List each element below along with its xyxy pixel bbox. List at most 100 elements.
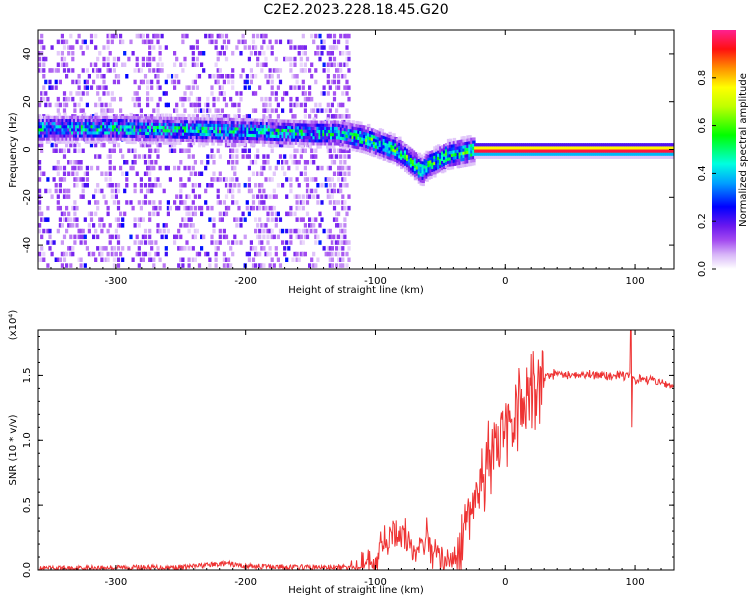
heatmap-ridge-cell [409, 151, 414, 155]
heatmap-noise-cell [258, 205, 262, 211]
heatmap-ridge-cell [94, 115, 98, 119]
heatmap-noise-cell [218, 85, 222, 90]
heatmap-noise-cell [239, 51, 243, 56]
heatmap-noise-cell [297, 205, 301, 211]
heatmap-noise-cell [305, 96, 310, 102]
heatmap-ridge-cell [443, 162, 447, 166]
heatmap-ridge-cell [487, 146, 492, 150]
heatmap-noise-cell [75, 160, 79, 165]
heatmap-ridge-cell [421, 164, 425, 168]
heatmap-noise-cell [89, 165, 94, 171]
heatmap-ridge-cell [275, 119, 279, 123]
heatmap-ridge-cell [363, 134, 367, 139]
heatmap-ridge-cell [149, 141, 153, 145]
heatmap-noise-cell [262, 154, 266, 159]
heatmap-noise-cell [58, 257, 62, 262]
heatmap-ridge-cell [355, 136, 359, 140]
heatmap-ridge-cell [380, 153, 385, 157]
heatmap-noise-cell [162, 188, 166, 194]
heatmap-ridge-cell [425, 163, 429, 167]
heatmap-ridge-cell [90, 125, 94, 129]
heatmap-noise-cell [125, 200, 129, 205]
heatmap-ridge-cell [470, 144, 474, 148]
heatmap-noise-cell [98, 217, 102, 222]
heatmap-noise-cell [332, 56, 337, 62]
heatmap-noise-cell [268, 177, 272, 182]
heatmap-noise-cell [108, 171, 112, 176]
heatmap-ridge-cell [57, 140, 61, 144]
heatmap-noise-cell [112, 56, 116, 62]
heatmap-noise-cell [179, 257, 183, 262]
heatmap-ridge-cell [221, 117, 225, 121]
heatmap-noise-cell [137, 217, 141, 222]
heatmap-ridge-cell [195, 139, 200, 143]
heatmap-noise-cell [343, 171, 347, 176]
heatmap-ridge-cell [302, 142, 307, 146]
heatmap-y-tick-label: -20 [22, 189, 33, 205]
heatmap-ridge-cell [559, 143, 564, 147]
heatmap-noise-cell [341, 263, 345, 268]
heatmap-ridge-cell [261, 118, 266, 122]
heatmap-noise-cell [77, 85, 81, 90]
heatmap-noise-cell [195, 251, 199, 257]
heatmap-noise-cell [210, 91, 214, 96]
heatmap-noise-cell [131, 148, 135, 153]
heatmap-noise-cell [116, 205, 121, 211]
heatmap-ridge-cell [579, 155, 583, 159]
heatmap-ridge-cell [43, 115, 48, 119]
heatmap-ridge-cell [351, 129, 355, 133]
heatmap-ridge-cell [466, 138, 470, 142]
heatmap-ridge-cell [655, 152, 659, 156]
heatmap-ridge-cell [306, 120, 311, 124]
heatmap-noise-cell [216, 33, 220, 39]
heatmap-ridge-cell [75, 140, 79, 144]
heatmap-noise-cell [256, 33, 260, 39]
heatmap-noise-cell [193, 160, 197, 165]
heatmap-ridge-cell [195, 117, 200, 121]
heatmap-ridge-cell [43, 128, 48, 132]
heatmap-noise-cell [200, 246, 204, 251]
heatmap-noise-cell [87, 211, 91, 217]
heatmap-ridge-cell [135, 122, 139, 126]
heatmap-ridge-cell [139, 131, 143, 135]
heatmap-ridge-cell [193, 138, 198, 143]
heatmap-noise-cell [89, 33, 94, 39]
heatmap-ridge-cell [396, 147, 400, 151]
heatmap-noise-cell [341, 177, 345, 182]
heatmap-noise-cell [343, 217, 347, 222]
heatmap-ridge-cell [112, 125, 116, 129]
heatmap-ridge-cell [67, 125, 71, 129]
heatmap-ridge-cell [429, 157, 433, 161]
heatmap-ridge-cell [573, 155, 577, 159]
heatmap-ridge-cell [413, 161, 418, 165]
heatmap-noise-cell [150, 160, 154, 165]
heatmap-noise-cell [62, 257, 67, 262]
heatmap-noise-cell [202, 68, 206, 73]
heatmap-noise-cell [305, 56, 310, 62]
heatmap-ridge-cell [289, 135, 293, 139]
heatmap-ridge-cell [462, 154, 466, 158]
heatmap-ridge-cell [265, 140, 270, 144]
heatmap-noise-cell [320, 200, 324, 205]
heatmap-noise-cell [343, 183, 347, 188]
heatmap-noise-cell [262, 62, 266, 67]
heatmap-ridge-cell [318, 126, 322, 130]
heatmap-ridge-cell [246, 139, 250, 144]
heatmap-ridge-cell [659, 152, 663, 156]
heatmap-ridge-cell [672, 155, 674, 159]
heatmap-noise-cell [116, 246, 121, 251]
heatmap-noise-cell [343, 74, 347, 79]
heatmap-ridge-cell [367, 130, 371, 134]
heatmap-ridge-cell [43, 131, 48, 135]
heatmap-ridge-cell [166, 138, 170, 142]
heatmap-ridge-cell [213, 117, 217, 121]
heatmap-ridge-cell [326, 129, 330, 134]
figure-title: C2E2.2023.228.18.45.G20 [263, 2, 448, 18]
heatmap-noise-cell [247, 85, 251, 90]
heatmap-ridge-cell [150, 116, 155, 120]
heatmap-ridge-cell [402, 151, 406, 155]
heatmap-noise-cell [110, 33, 114, 39]
heatmap-ridge-cell [121, 119, 126, 123]
heatmap-ridge-cell [308, 142, 312, 146]
heatmap-noise-cell [206, 102, 210, 108]
